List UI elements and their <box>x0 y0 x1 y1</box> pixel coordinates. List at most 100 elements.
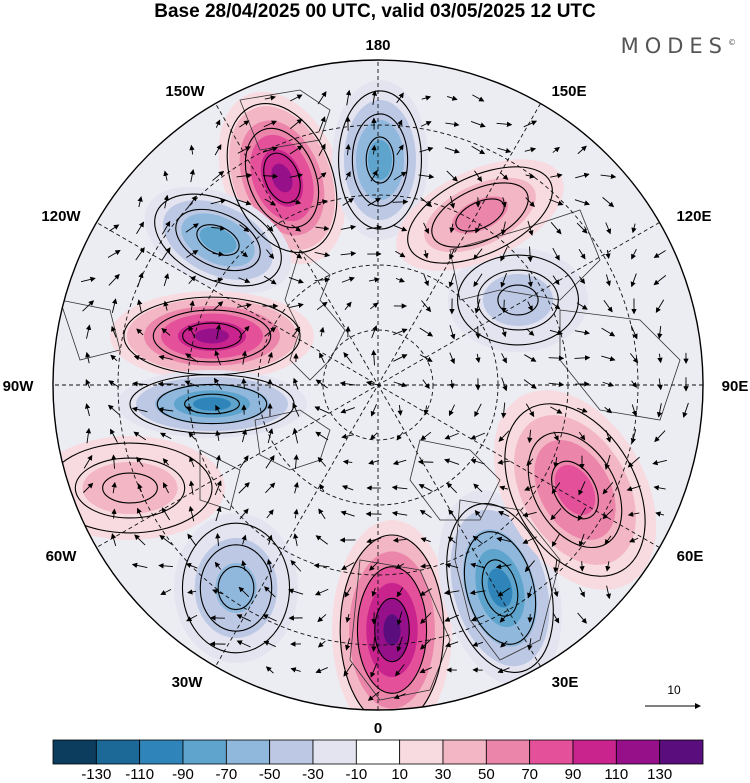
wind-arrow <box>162 458 170 466</box>
wind-arrow <box>292 326 301 337</box>
wind-arrow <box>238 325 250 338</box>
wind-arrow <box>215 323 222 340</box>
wind-arrow <box>444 147 460 154</box>
wind-arrow <box>317 199 328 205</box>
wind-arrow <box>161 328 171 336</box>
colorbar: -130 -110 -90 -70 -50 -30 -10 10 30 50 70 90 110 130 <box>52 739 704 783</box>
wind-arrow <box>682 402 689 418</box>
wind-arrow <box>397 404 403 416</box>
wind-arrow <box>500 640 508 648</box>
wind-arrow <box>236 172 253 179</box>
wind-arrow <box>578 249 586 260</box>
wind-arrow <box>443 589 460 596</box>
wind-arrow <box>291 224 302 232</box>
wind-arrow <box>313 563 330 569</box>
wind-arrow <box>552 613 560 624</box>
wind-arrow <box>314 406 330 414</box>
wind-arrow <box>631 380 638 388</box>
wind-arrow <box>135 247 145 261</box>
wind-arrow <box>549 198 564 206</box>
wind-arrow <box>497 587 510 597</box>
colorbar-swatch <box>139 739 184 765</box>
wind-arrow <box>629 537 639 543</box>
lon-label-150w: 150W <box>165 83 205 100</box>
wind-arrow <box>551 533 561 548</box>
wind-arrow <box>315 535 329 545</box>
wind-arrow <box>264 95 277 101</box>
wind-arrow <box>214 350 221 366</box>
wind-arrow <box>393 171 407 181</box>
wind-arrow <box>475 223 481 234</box>
wind-arrow <box>421 95 432 101</box>
wind-arrow <box>110 533 117 547</box>
wind-arrow <box>574 199 590 206</box>
wind-arrow <box>133 431 147 441</box>
wind-arrow <box>291 199 302 205</box>
wind-arrow <box>391 485 408 491</box>
wind-arrow <box>447 95 458 101</box>
wind-arrow <box>137 272 144 287</box>
wind-arrow <box>236 640 251 648</box>
copyright-mark: © <box>728 38 736 47</box>
colorbar-tick-label: -90 <box>172 766 194 783</box>
anomaly-pos-canada <box>110 291 314 381</box>
colorbar-tick-label: 30 <box>435 766 452 783</box>
wind-arrow <box>526 458 534 466</box>
wind-arrow <box>365 380 382 387</box>
wind-arrow <box>82 300 95 312</box>
wind-arrow <box>393 225 408 232</box>
wind-arrow <box>371 587 377 597</box>
wind-arrow <box>345 89 352 106</box>
wind-arrow <box>344 301 352 310</box>
wind-arrow <box>420 612 432 625</box>
colorbar-swatch <box>269 739 314 765</box>
wind-arrow <box>419 327 434 337</box>
wind-arrow <box>501 299 507 314</box>
wind-arrow <box>368 459 380 465</box>
wind-arrow <box>344 586 352 598</box>
wind-arrow <box>657 353 663 364</box>
vector-scale: 10 <box>645 683 701 709</box>
wind-arrow <box>423 405 429 416</box>
wind-arrow <box>578 431 586 441</box>
wind-arrow <box>340 224 357 231</box>
wind-arrow <box>524 354 537 362</box>
wind-arrow <box>655 299 665 314</box>
wind-arrow <box>657 325 663 339</box>
wind-arrow <box>472 535 483 545</box>
colorbar-tick-label: -30 <box>302 766 324 783</box>
wind-arrow <box>345 613 351 623</box>
wind-arrow <box>497 667 510 674</box>
anomaly-neg-hudson <box>117 370 307 438</box>
wind-arrow <box>654 430 666 443</box>
colorbar-swatch <box>485 739 531 765</box>
wind-arrow <box>111 298 118 313</box>
colorbar-swatch <box>225 739 271 765</box>
wind-arrow <box>499 613 509 623</box>
wind-arrow <box>136 328 144 336</box>
wind-arrow <box>472 641 484 647</box>
colorbar-swatch <box>659 739 704 765</box>
wind-arrow <box>396 431 404 441</box>
coastline <box>454 499 561 661</box>
wind-arrow <box>241 560 247 572</box>
wind-arrow <box>161 507 171 521</box>
wind-arrow <box>601 355 616 362</box>
wind-arrow <box>236 614 251 622</box>
lon-label-120w: 120W <box>41 208 81 225</box>
wind-arrow <box>341 485 354 491</box>
wind-arrow <box>319 483 325 492</box>
wind-arrow <box>266 558 273 573</box>
wind-arrow <box>366 537 382 544</box>
wind-arrow <box>449 223 455 234</box>
map-field <box>53 60 703 710</box>
wind-arrow <box>215 454 222 469</box>
wind-arrow <box>470 432 486 440</box>
wind-arrow <box>188 275 196 285</box>
wind-arrow <box>213 277 224 283</box>
wind-arrow <box>579 561 585 572</box>
wind-arrow <box>85 324 92 339</box>
wind-arrow <box>605 274 611 287</box>
wind-arrow <box>548 381 565 388</box>
wind-arrow <box>448 509 456 519</box>
